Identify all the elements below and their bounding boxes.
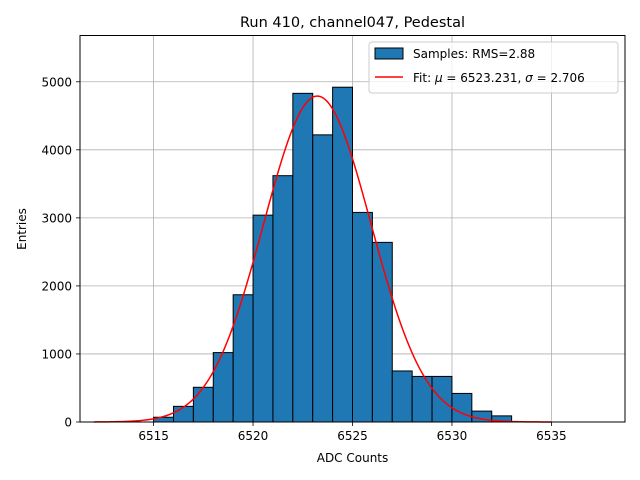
histogram-bar xyxy=(272,175,294,423)
histogram-bar xyxy=(332,86,354,423)
legend-fit-mu-value: = 6523.231, xyxy=(443,71,526,85)
y-tick-label: 5000 xyxy=(41,75,72,89)
x-tick-label: 6530 xyxy=(437,429,468,443)
histogram-bar xyxy=(172,405,194,423)
legend-label-samples: Samples: RMS=2.88 xyxy=(413,47,535,61)
x-tick-label: 6520 xyxy=(238,429,269,443)
legend: Samples: RMS=2.88 Fit: μ = 6523.231, σ =… xyxy=(368,41,619,94)
histogram-bar xyxy=(292,92,314,423)
y-tick-label: 3000 xyxy=(41,211,72,225)
histogram-bar xyxy=(352,211,373,423)
x-axis-ticks: 6515 6520 6525 6530 6535 xyxy=(138,422,567,443)
fit-curve xyxy=(93,95,552,423)
legend-label-fit: Fit: μ = 6523.231, σ = 2.706 xyxy=(413,71,585,85)
histogram-bar xyxy=(212,352,234,423)
histogram-bar xyxy=(192,386,214,423)
legend-swatch-samples xyxy=(374,47,404,60)
chart-title: Run 410, channel047, Pedestal xyxy=(240,15,465,31)
histogram-bars xyxy=(153,86,513,423)
histogram-bar xyxy=(232,294,254,423)
legend-fit-sigma-symbol: σ xyxy=(525,71,533,85)
y-axis-ticks: 0 1000 2000 3000 4000 5000 xyxy=(41,75,80,430)
legend-fit-prefix: Fit: xyxy=(413,71,435,85)
y-tick-label: 1000 xyxy=(41,347,72,361)
y-tick-label: 2000 xyxy=(41,279,72,293)
x-tick-label: 6515 xyxy=(138,429,169,443)
y-axis-label: Entries xyxy=(15,208,29,250)
histogram-bar xyxy=(312,134,334,423)
y-tick-label: 4000 xyxy=(41,143,72,157)
histogram-bar xyxy=(252,214,274,423)
x-tick-label: 6535 xyxy=(536,429,567,443)
x-axis-label: ADC Counts xyxy=(317,451,389,465)
histogram-bar xyxy=(451,392,473,423)
legend-box xyxy=(368,41,619,94)
legend-fit-mu-symbol: μ xyxy=(434,71,443,85)
x-tick-label: 6525 xyxy=(337,429,368,443)
y-tick-label: 0 xyxy=(64,416,72,430)
histogram-bar xyxy=(371,241,393,423)
histogram-bar xyxy=(391,370,413,423)
legend-fit-sigma-value: = 2.706 xyxy=(533,71,585,85)
